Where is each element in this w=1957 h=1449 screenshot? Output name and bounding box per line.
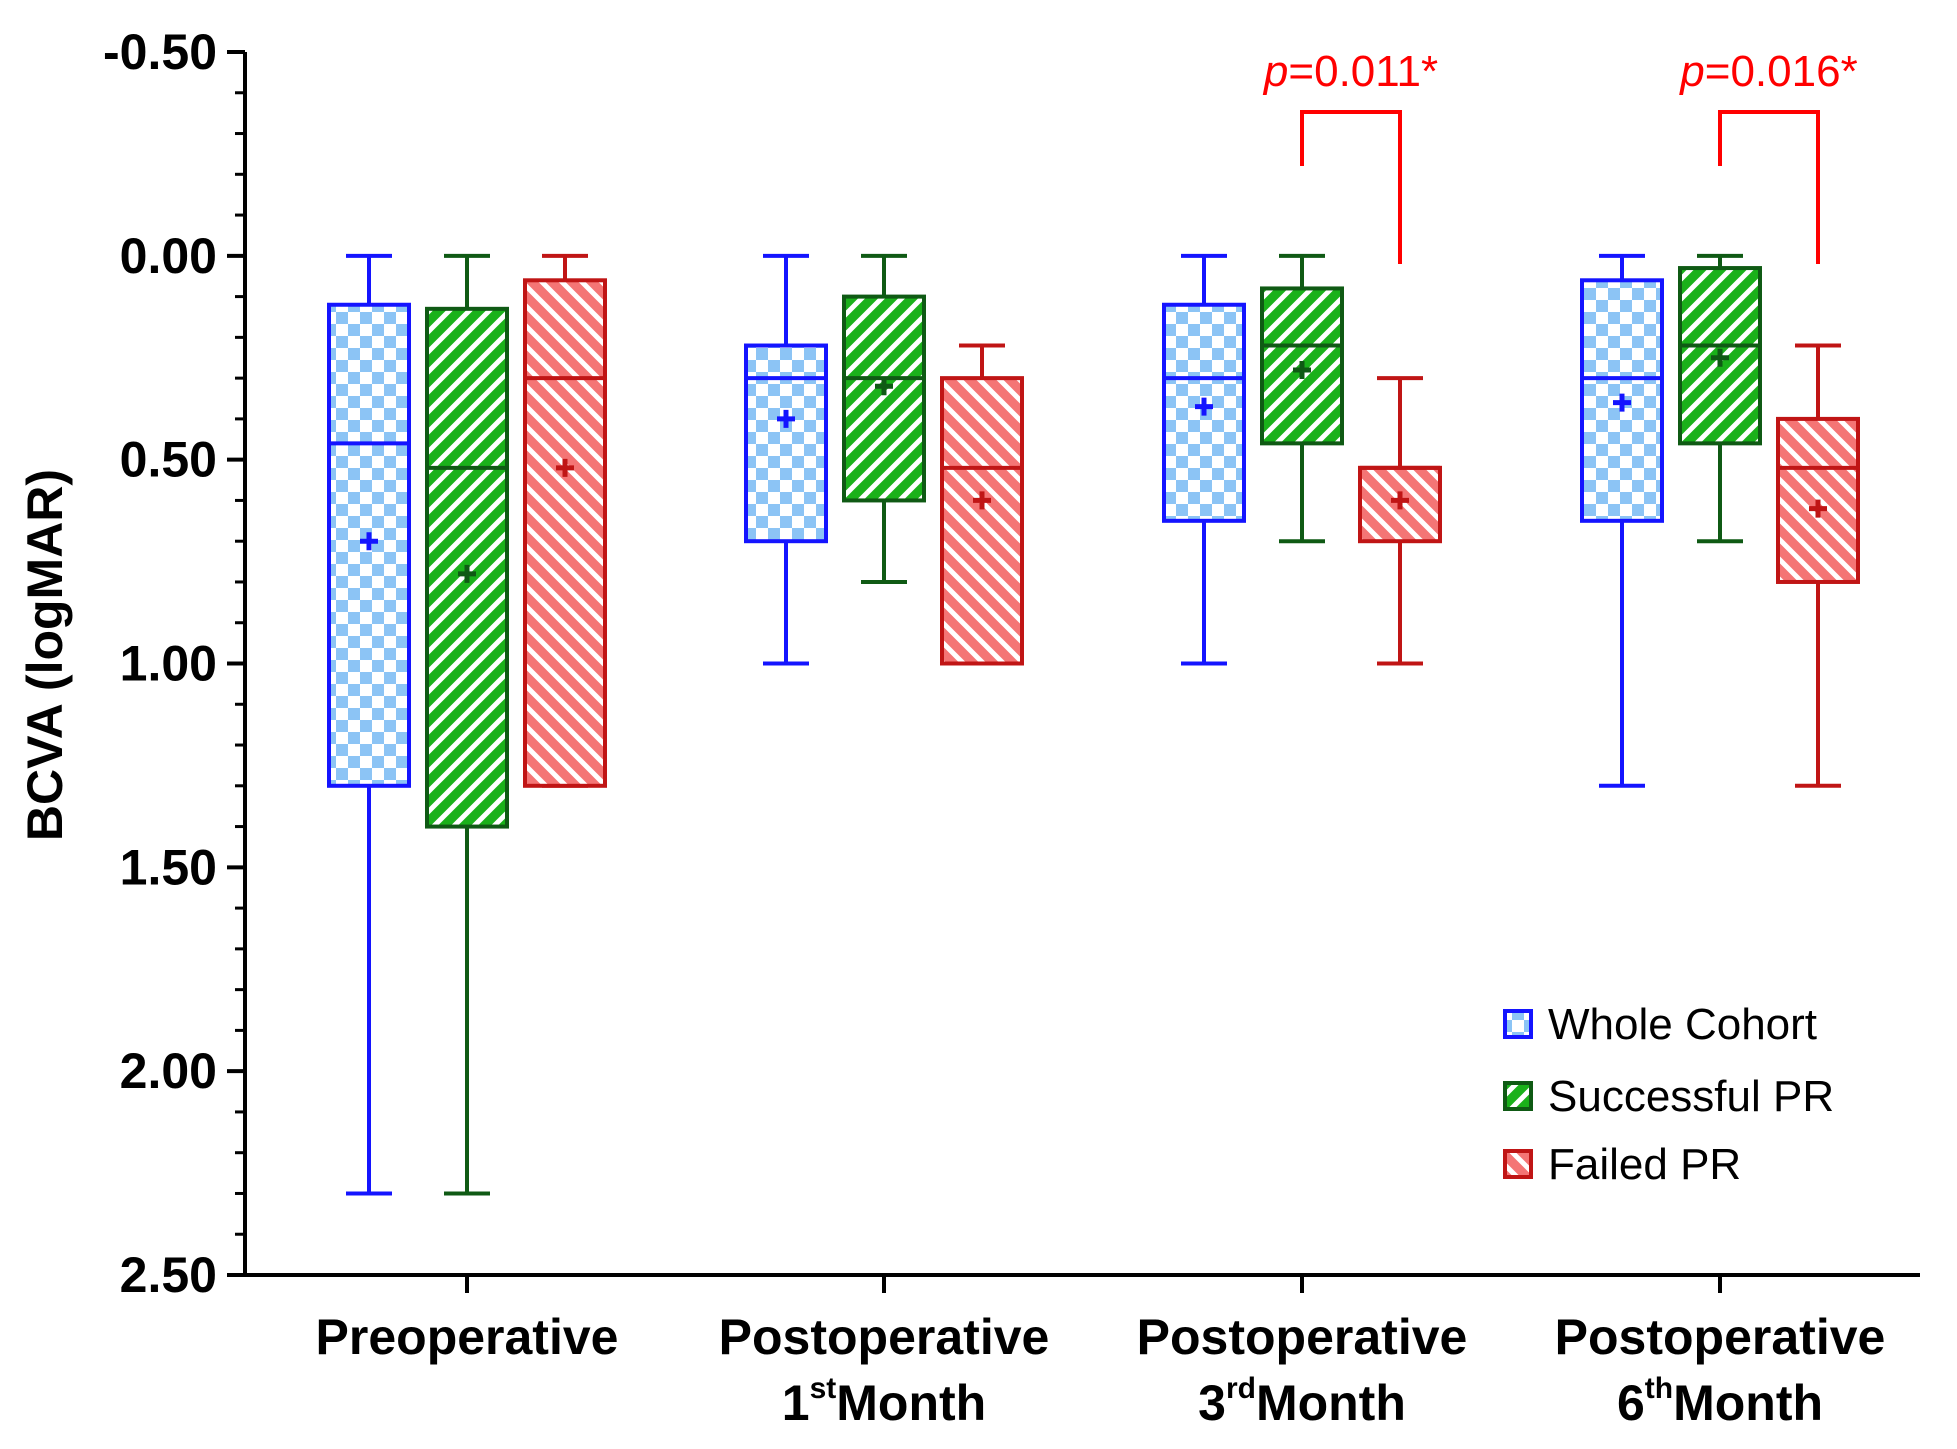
- x-category-label: Preoperative: [316, 1309, 619, 1365]
- box-successful-pr: [842, 253, 926, 584]
- x-category-sublabel: 1stMonth: [782, 1372, 986, 1431]
- box-iqr: [1358, 465, 1442, 544]
- significance-bracket: p=0.016*: [1678, 47, 1858, 264]
- box-iqr: [940, 376, 1024, 666]
- y-tick-label: 0.50: [120, 432, 217, 488]
- x-category-label: Postoperative: [1555, 1309, 1886, 1365]
- box-failed-pr: [940, 343, 1024, 666]
- bracket-line: [1718, 110, 1820, 264]
- mean-marker: [1195, 397, 1213, 416]
- x-category-sublabel: 3rdMonth: [1198, 1372, 1406, 1431]
- bracket-line: [1300, 110, 1402, 264]
- box-successful-pr: [1678, 253, 1762, 544]
- legend-label: Failed PR: [1548, 1140, 1741, 1189]
- significance-annotations: p=0.011* p=0.016*: [1262, 47, 1858, 264]
- box-whole-cohort: [327, 253, 411, 1196]
- legend-swatch: [1503, 1009, 1533, 1039]
- y-tick-label: 1.50: [120, 839, 217, 895]
- legend-item: Failed PR: [1503, 1140, 1741, 1189]
- box-iqr: [842, 294, 926, 503]
- y-tick-label: 0.00: [120, 228, 217, 284]
- legend-label: Whole Cohort: [1548, 1000, 1817, 1049]
- box-whole-cohort: [1162, 253, 1246, 666]
- legend-label: Successful PR: [1548, 1072, 1834, 1121]
- p-value-label: p=0.011*: [1262, 47, 1438, 96]
- plot-area: [327, 253, 1860, 1196]
- mean-marker: [458, 564, 476, 583]
- mean-marker: [556, 458, 574, 477]
- mean-marker: [1711, 348, 1729, 367]
- legend: Whole Cohort Successful PR Failed PR: [1503, 1000, 1834, 1189]
- box-failed-pr: [1776, 343, 1860, 788]
- legend-swatch: [1503, 1081, 1533, 1111]
- y-tick-label: -0.50: [103, 24, 217, 80]
- p-value-label: p=0.016*: [1678, 47, 1857, 96]
- mean-marker: [360, 532, 378, 551]
- legend-swatch: [1503, 1149, 1533, 1179]
- x-category-label: Postoperative: [719, 1309, 1050, 1365]
- x-category-sublabel: 6thMonth: [1617, 1372, 1823, 1431]
- significance-bracket: p=0.011*: [1262, 47, 1438, 264]
- box-whole-cohort: [744, 253, 828, 666]
- mean-marker: [1613, 393, 1631, 412]
- box-successful-pr: [425, 253, 509, 1196]
- mean-marker: [1809, 499, 1827, 518]
- box-successful-pr: [1260, 253, 1344, 544]
- y-axis-title: BCVA (logMAR): [17, 469, 73, 841]
- legend-item: Whole Cohort: [1503, 1000, 1817, 1049]
- y-tick-label: 2.00: [120, 1043, 217, 1099]
- box-failed-pr: [1358, 376, 1442, 666]
- mean-marker: [973, 491, 991, 510]
- y-tick-label: 2.50: [120, 1247, 217, 1303]
- axes: -0.50 0.00 0.50 1.00 1.50 2.00 2.50 Preoperativ…: [103, 24, 1920, 1431]
- mean-marker: [1293, 360, 1311, 379]
- box-failed-pr: [523, 253, 607, 788]
- box-whole-cohort: [1580, 253, 1664, 788]
- y-tick-label: 1.00: [120, 636, 217, 692]
- mean-marker: [1391, 491, 1409, 510]
- mean-marker: [777, 409, 795, 428]
- box-iqr: [744, 343, 828, 544]
- box-iqr: [523, 278, 607, 788]
- x-category-label: Postoperative: [1137, 1309, 1468, 1365]
- legend-item: Successful PR: [1503, 1072, 1834, 1121]
- mean-marker: [875, 377, 893, 396]
